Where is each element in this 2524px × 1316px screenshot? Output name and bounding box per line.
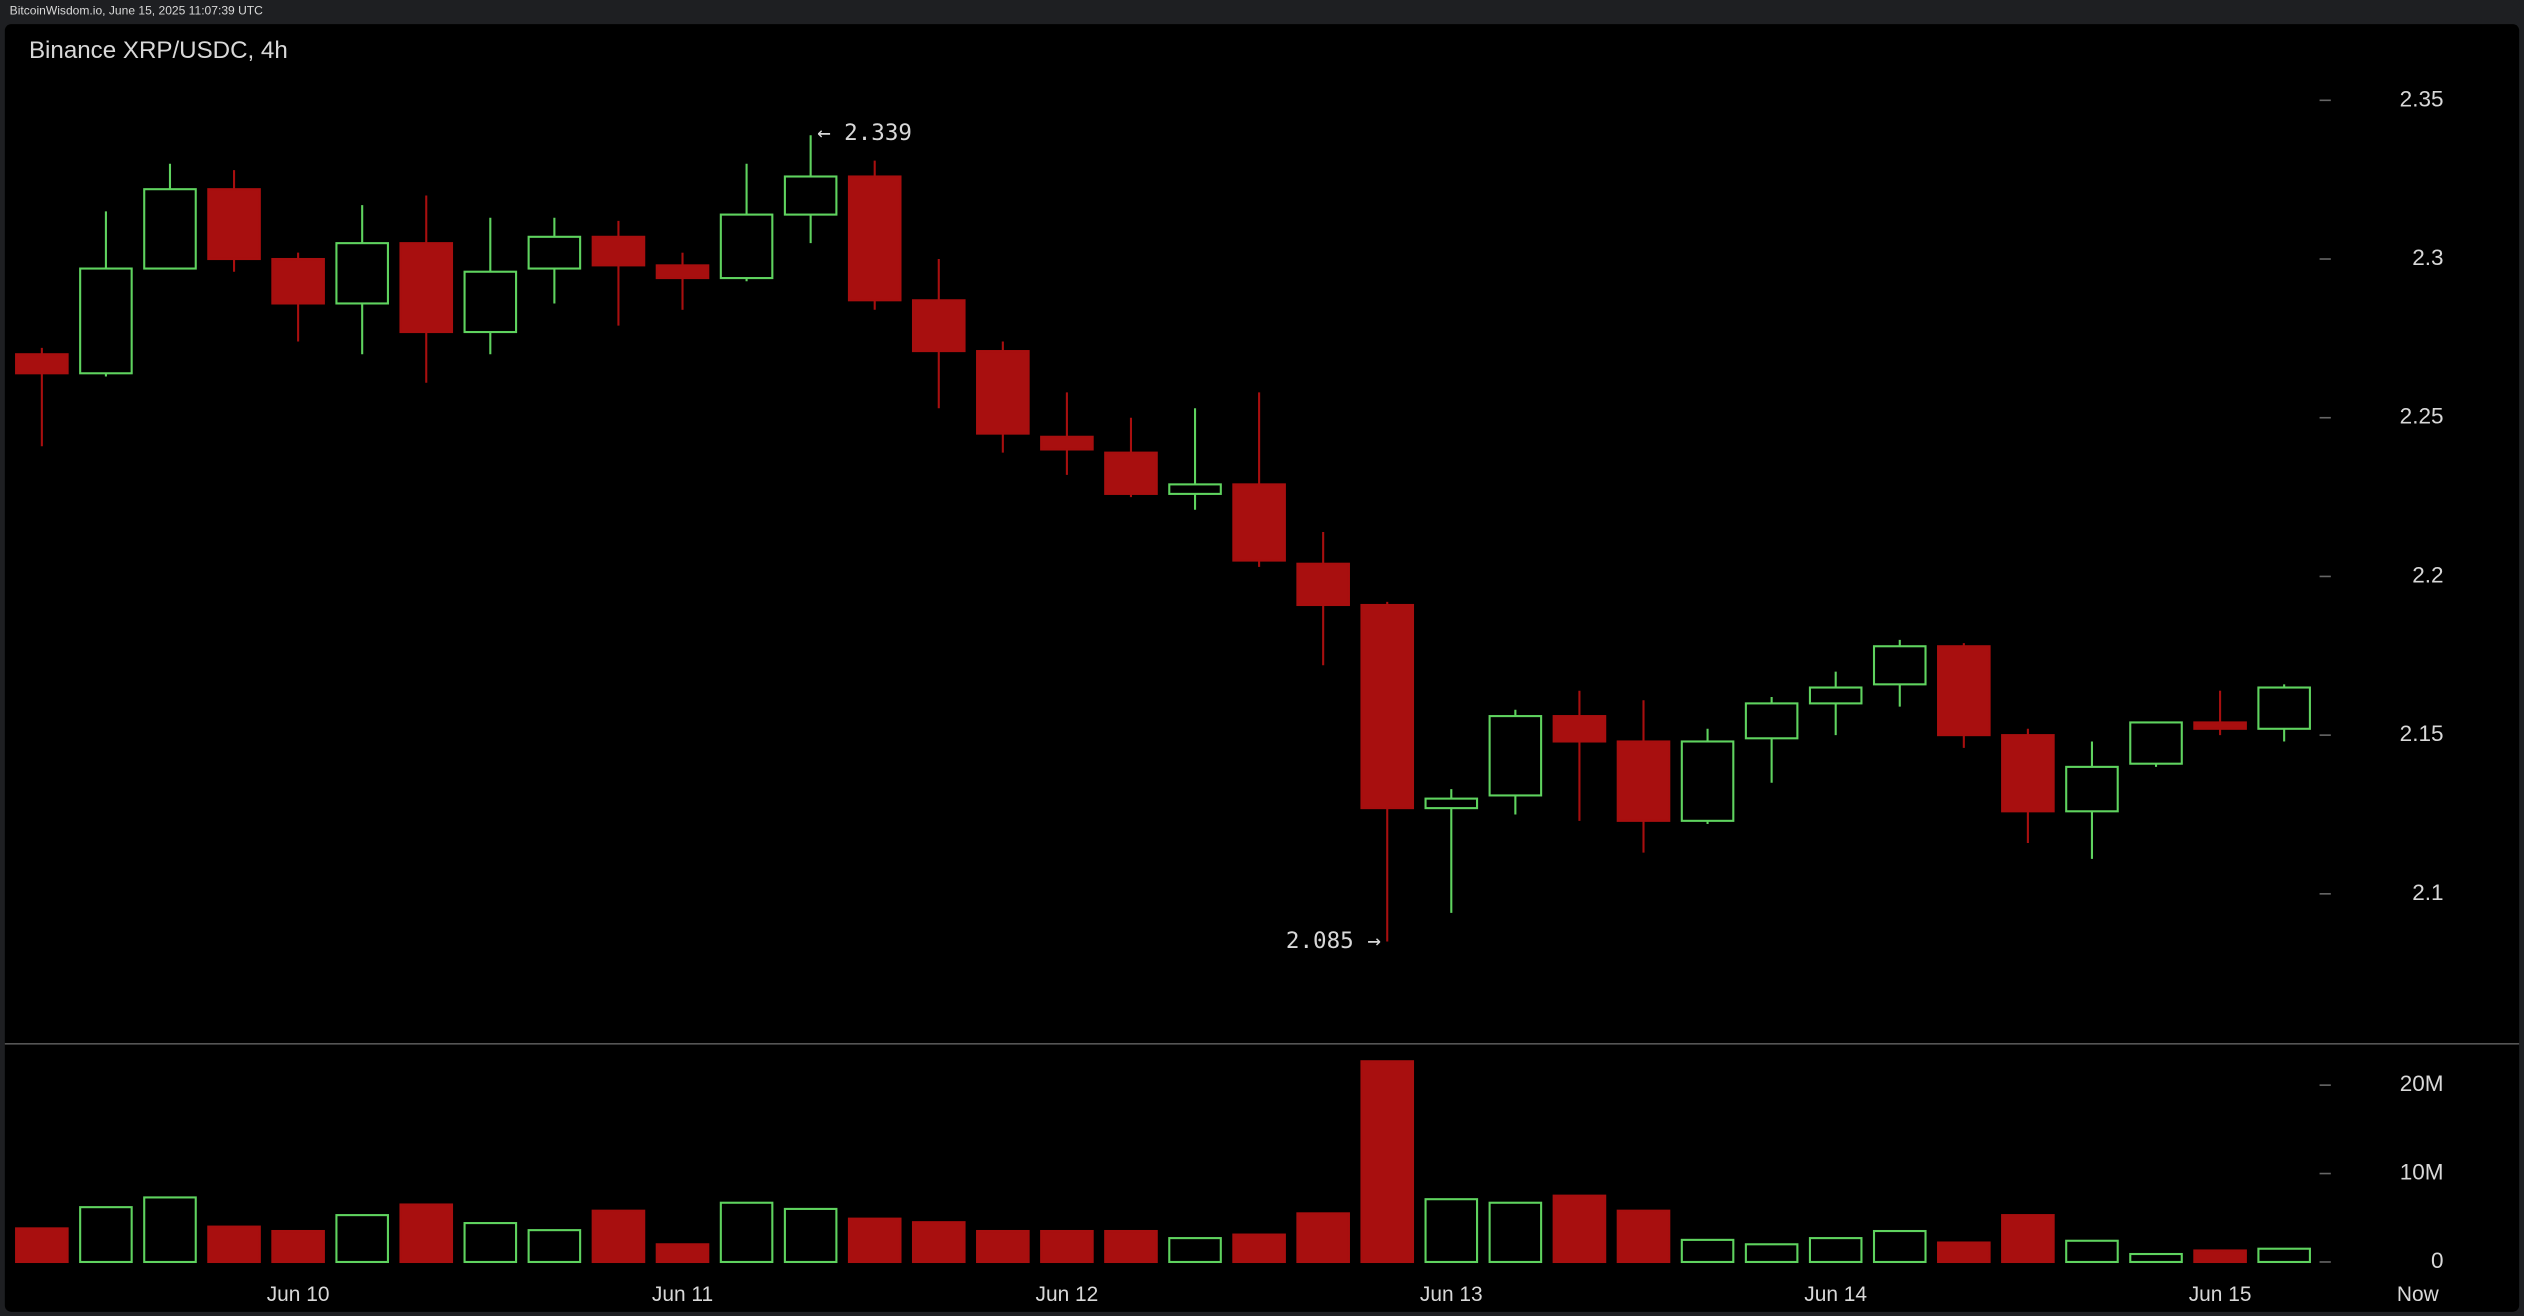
annotation: 2.085 → <box>1286 928 1381 954</box>
y-tick-label: 2.25 <box>2400 404 2444 429</box>
volume-bar <box>143 1196 197 1264</box>
candle-body <box>143 188 197 270</box>
now-label: Now <box>2397 1283 2440 1306</box>
volume-bar <box>1168 1237 1222 1264</box>
volume-bar <box>2193 1249 2247 1264</box>
volume-bar <box>271 1229 325 1264</box>
volume-bar <box>2257 1247 2311 1264</box>
x-tick-label: Jun 14 <box>1804 1283 1867 1306</box>
volume-bar <box>335 1214 389 1264</box>
candle-body <box>399 242 454 334</box>
y-tick-label: 0 <box>2431 1248 2444 1273</box>
chart-panel <box>4 24 2520 1312</box>
candle-body <box>1296 562 1350 607</box>
header: BitcoinWisdom.io, June 15, 2025 11:07:39… <box>10 3 264 17</box>
candle-body <box>847 175 902 302</box>
volume-bar <box>1424 1198 1479 1264</box>
candle-body <box>1232 483 1286 562</box>
candle-body <box>1424 797 1479 810</box>
candle-body <box>2193 721 2247 730</box>
volume-bar <box>1232 1233 1286 1264</box>
candle-body <box>335 242 389 305</box>
x-tick-label: Jun 13 <box>1420 1283 1483 1306</box>
y-tick-label: 2.35 <box>2400 86 2444 111</box>
volume-bar <box>1937 1241 1991 1264</box>
volume-bar <box>1808 1237 1863 1264</box>
volume-bar <box>1552 1194 1607 1264</box>
candle-body <box>1744 702 1799 740</box>
volume-bar <box>527 1229 582 1264</box>
candle-body <box>15 353 69 375</box>
volume-bar <box>2065 1239 2119 1264</box>
candle-body <box>911 299 966 353</box>
candle-body <box>591 235 646 267</box>
candle-body <box>463 270 518 334</box>
candle-body <box>1360 603 1415 810</box>
candle-body <box>1168 483 1222 495</box>
candle-body <box>1104 451 1158 495</box>
volume-bar <box>207 1225 261 1264</box>
candle-body <box>207 188 261 261</box>
candle-body <box>527 235 582 270</box>
candle-body <box>1872 645 1927 686</box>
volume-bar <box>911 1221 966 1264</box>
volume-bar <box>1680 1238 1735 1264</box>
candle-body <box>783 175 838 216</box>
candle-body <box>1552 715 1607 743</box>
candle-body <box>1937 645 1991 737</box>
candle-body <box>1680 740 1735 822</box>
y-tick-label: 2.15 <box>2400 721 2444 746</box>
volume-bar <box>783 1207 838 1264</box>
y-tick-label: 2.2 <box>2412 562 2443 587</box>
volume-bar <box>1104 1229 1158 1264</box>
volume-bar <box>1296 1212 1350 1264</box>
volume-bar <box>2001 1214 2055 1264</box>
volume-bar <box>591 1209 646 1264</box>
volume-bar <box>1360 1060 1415 1264</box>
candle-body <box>1040 435 1094 451</box>
chart-title: Binance XRP/USDC, 4h <box>29 37 288 64</box>
candle-body <box>719 213 774 280</box>
volume-bar <box>1744 1243 1799 1264</box>
y-tick-label: 2.1 <box>2412 880 2443 905</box>
candle-body <box>1808 686 1863 705</box>
candle-body <box>2257 686 2311 730</box>
candle-body <box>79 267 133 375</box>
volume-bar <box>79 1206 133 1264</box>
volume-bar <box>2129 1252 2183 1264</box>
volume-bar <box>655 1243 710 1264</box>
x-tick-label: Jun 15 <box>2189 1283 2252 1306</box>
x-tick-label: Jun 12 <box>1036 1283 1099 1306</box>
volume-bar <box>1616 1209 1671 1264</box>
candle-body <box>1488 715 1543 797</box>
x-tick-label: Jun 10 <box>267 1283 330 1306</box>
candle-body <box>271 257 325 305</box>
volume-bar <box>1488 1201 1543 1264</box>
candle-body <box>2065 765 2119 813</box>
y-tick-label: 2.3 <box>2412 245 2443 270</box>
volume-bar <box>847 1217 902 1264</box>
candle-body <box>2129 721 2183 765</box>
volume-bar <box>399 1203 454 1264</box>
annotation: ← 2.339 <box>817 120 912 146</box>
volume-bar <box>719 1201 774 1264</box>
candle-body <box>655 264 710 280</box>
y-tick-label: 10M <box>2400 1160 2444 1185</box>
volume-bar <box>463 1222 518 1264</box>
candle-body <box>976 350 1030 435</box>
candle-body <box>1616 740 1671 822</box>
volume-bar <box>1040 1229 1094 1264</box>
candle-body <box>2001 734 2055 813</box>
volume-bar <box>1872 1229 1927 1264</box>
volume-bar <box>976 1229 1030 1264</box>
x-tick-label: Jun 11 <box>652 1283 713 1306</box>
volume-bar <box>15 1227 69 1264</box>
y-tick-label: 20M <box>2400 1071 2444 1096</box>
